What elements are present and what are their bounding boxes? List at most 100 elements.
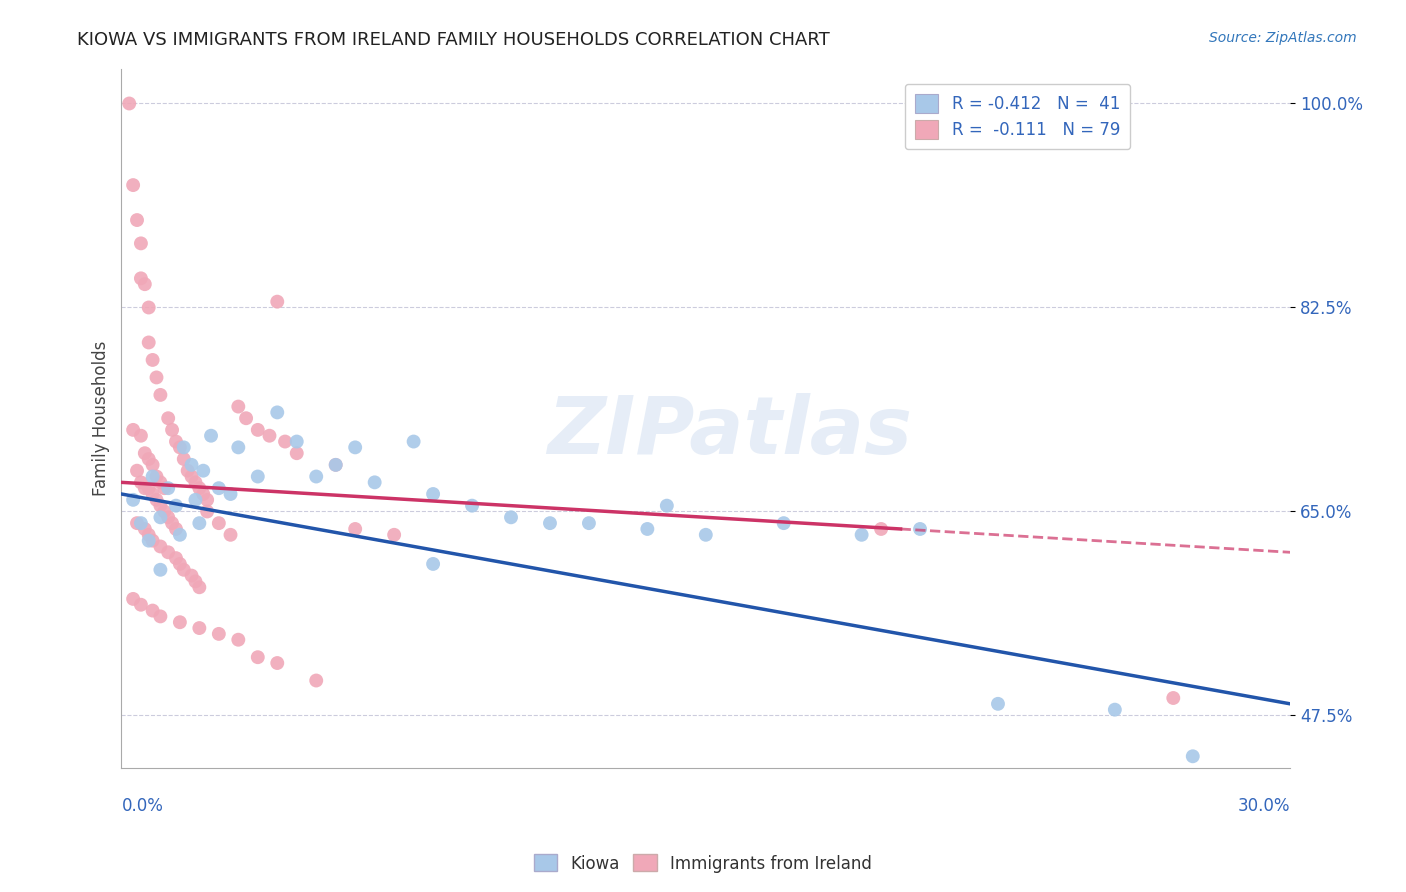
Point: [160, 516, 183, 530]
Point: [246, 469, 269, 483]
Point: [193, 487, 215, 501]
Point: [285, 446, 308, 460]
Point: [538, 516, 561, 530]
Point: [125, 464, 148, 478]
Point: [226, 632, 249, 647]
Point: [153, 481, 176, 495]
Point: [142, 533, 165, 548]
Point: [138, 533, 160, 548]
Point: [149, 563, 172, 577]
Point: [149, 510, 172, 524]
Point: [305, 469, 328, 483]
Point: [305, 673, 328, 688]
Point: [149, 540, 172, 554]
Point: [195, 492, 218, 507]
Text: KIOWA VS IMMIGRANTS FROM IRELAND FAMILY HOUSEHOLDS CORRELATION CHART: KIOWA VS IMMIGRANTS FROM IRELAND FAMILY …: [77, 31, 830, 49]
Point: [118, 96, 141, 111]
Point: [578, 516, 600, 530]
Point: [142, 353, 165, 368]
Point: [219, 487, 242, 501]
Point: [165, 434, 187, 449]
Point: [145, 370, 167, 384]
Point: [235, 411, 257, 425]
Point: [219, 528, 242, 542]
Point: [208, 516, 231, 530]
Point: [129, 236, 152, 251]
Point: [266, 656, 288, 670]
Point: [193, 464, 215, 478]
Point: [157, 510, 180, 524]
Point: [200, 428, 222, 442]
Legend: R = -0.412   N =  41, R =  -0.111   N = 79: R = -0.412 N = 41, R = -0.111 N = 79: [905, 84, 1130, 149]
Point: [142, 603, 165, 617]
Text: Source: ZipAtlas.com: Source: ZipAtlas.com: [1209, 31, 1357, 45]
Point: [160, 423, 183, 437]
Point: [122, 423, 145, 437]
Point: [402, 434, 425, 449]
Point: [184, 475, 207, 490]
Point: [169, 528, 191, 542]
Point: [285, 434, 308, 449]
Point: [149, 609, 172, 624]
Point: [129, 516, 152, 530]
Point: [422, 557, 444, 571]
Point: [173, 441, 195, 455]
Point: [266, 405, 288, 419]
Point: [1104, 703, 1126, 717]
Point: [173, 563, 195, 577]
Point: [908, 522, 931, 536]
Text: 0.0%: 0.0%: [121, 797, 163, 815]
Point: [422, 487, 444, 501]
Point: [165, 522, 187, 536]
Point: [184, 492, 207, 507]
Point: [1161, 691, 1184, 706]
Point: [188, 580, 211, 594]
Point: [129, 475, 152, 490]
Point: [134, 446, 156, 460]
Point: [157, 411, 180, 425]
Point: [142, 487, 165, 501]
Point: [129, 271, 152, 285]
Legend: Kiowa, Immigrants from Ireland: Kiowa, Immigrants from Ireland: [527, 847, 879, 880]
Point: [208, 627, 231, 641]
Point: [173, 452, 195, 467]
Point: [134, 481, 156, 495]
Point: [125, 213, 148, 227]
Point: [142, 469, 165, 483]
Point: [122, 492, 145, 507]
Point: [138, 481, 160, 495]
Point: [188, 621, 211, 635]
Point: [870, 522, 893, 536]
Point: [180, 458, 202, 472]
Point: [153, 504, 176, 518]
Point: [122, 591, 145, 606]
Point: [169, 441, 191, 455]
Point: [138, 301, 160, 315]
Point: [149, 499, 172, 513]
Point: [165, 551, 187, 566]
Point: [134, 277, 156, 292]
Point: [461, 499, 484, 513]
Point: [142, 458, 165, 472]
Point: [149, 388, 172, 402]
Point: [274, 434, 297, 449]
Point: [246, 423, 269, 437]
Point: [382, 528, 405, 542]
Point: [169, 557, 191, 571]
Point: [149, 475, 172, 490]
Y-axis label: Family Households: Family Households: [93, 341, 110, 496]
Point: [695, 528, 717, 542]
Point: [363, 475, 385, 490]
Point: [226, 400, 249, 414]
Point: [169, 615, 191, 630]
Point: [195, 504, 218, 518]
Point: [122, 178, 145, 193]
Point: [125, 516, 148, 530]
Point: [1181, 749, 1204, 764]
Point: [246, 650, 269, 665]
Point: [208, 481, 231, 495]
Point: [188, 481, 211, 495]
Point: [259, 428, 281, 442]
Point: [134, 522, 156, 536]
Point: [266, 294, 288, 309]
